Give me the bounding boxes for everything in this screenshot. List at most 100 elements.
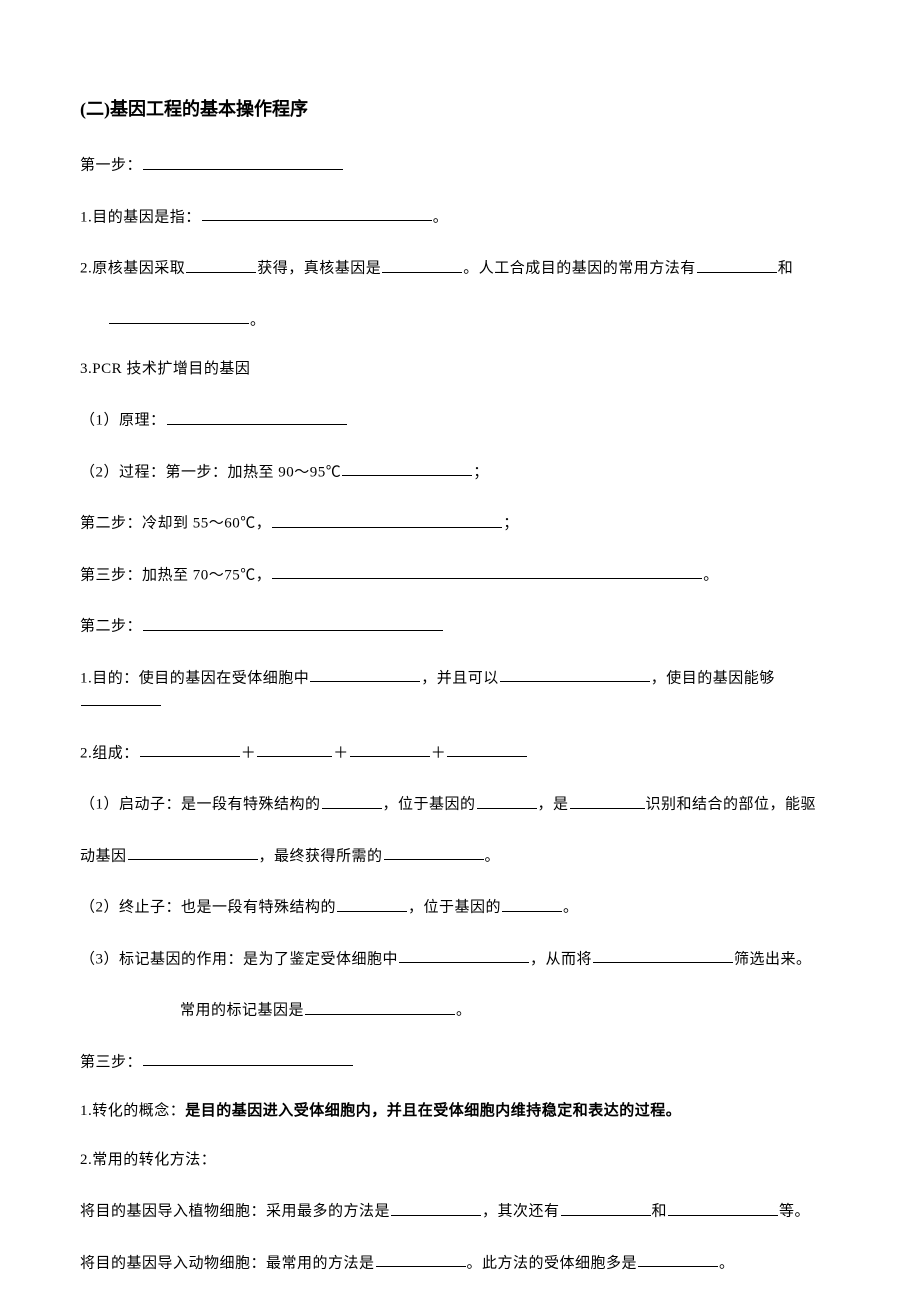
blank bbox=[399, 947, 529, 964]
blank bbox=[477, 792, 537, 809]
blank bbox=[143, 153, 343, 170]
blank bbox=[109, 308, 249, 325]
blank bbox=[593, 947, 733, 964]
text: 筛选出来。 bbox=[734, 951, 812, 967]
text: 2.组成： bbox=[80, 745, 139, 761]
text: ＋ bbox=[431, 745, 447, 761]
text: （2）过程：第一步：加热至 90～95℃ bbox=[80, 464, 341, 480]
step2-q3-3-cont: 常用的标记基因是 。 bbox=[80, 998, 840, 1022]
text: ，使目的基因能够 bbox=[651, 670, 775, 686]
text: ，最终获得所需的 bbox=[259, 848, 383, 864]
step2-intro: 第二步： bbox=[80, 614, 840, 638]
blank bbox=[570, 792, 645, 809]
blank bbox=[322, 792, 382, 809]
text: 将目的基因导入植物细胞：采用最多的方法是 bbox=[80, 1204, 390, 1220]
step1-q3-title: 3.PCR 技术扩增目的基因 bbox=[80, 359, 840, 380]
text: ，位于基因的 bbox=[383, 797, 476, 813]
step1-q3-1: （1）原理： bbox=[80, 408, 840, 432]
text: ； bbox=[473, 464, 489, 480]
text: 。 bbox=[719, 1255, 735, 1271]
step3-q1: 1.转化的概念：是目的基因进入受体细胞内，并且在受体细胞内维持稳定和表达的过程。 bbox=[80, 1101, 840, 1122]
text: 等。 bbox=[779, 1204, 810, 1220]
blank bbox=[128, 844, 258, 861]
blank bbox=[382, 256, 462, 273]
text: ＋ bbox=[333, 745, 349, 761]
blank bbox=[391, 1199, 481, 1216]
step2-q3-1: （1）启动子：是一段有特殊结构的 ，位于基因的 ，是 识别和结合的部位，能驱 bbox=[80, 792, 840, 816]
text: 。 bbox=[433, 209, 449, 225]
step3-q2-2: 将目的基因导入动物细胞：最常用的方法是 。此方法的受体细胞多是 。 bbox=[80, 1251, 840, 1275]
step2-q1: 1.目的：使目的基因在受体细胞中 ，并且可以 ，使目的基因能够 bbox=[80, 666, 840, 713]
step3-intro: 第三步： bbox=[80, 1050, 840, 1074]
text: ，是 bbox=[538, 797, 569, 813]
blank bbox=[257, 741, 332, 758]
step2-q2: 2.组成： ＋ ＋ ＋ bbox=[80, 741, 840, 765]
text: 识别和结合的部位，能驱 bbox=[646, 797, 817, 813]
text: 2.原核基因采取 bbox=[80, 261, 185, 277]
blank bbox=[143, 1050, 353, 1067]
step1-q3-2: （2）过程：第一步：加热至 90～95℃ ； bbox=[80, 460, 840, 484]
text: 1.目的：使目的基因在受体细胞中 bbox=[80, 670, 309, 686]
text: ，位于基因的 bbox=[408, 900, 501, 916]
text: （1）启动子：是一段有特殊结构的 bbox=[80, 797, 321, 813]
text: 。 bbox=[456, 1003, 472, 1019]
step1-q1: 1.目的基因是指： 。 bbox=[80, 205, 840, 229]
text: 1.目的基因是指： bbox=[80, 209, 201, 225]
step2-q3-2: （2）终止子：也是一段有特殊结构的 ，位于基因的 。 bbox=[80, 895, 840, 919]
section-title: (二)基因工程的基本操作程序 bbox=[80, 95, 840, 121]
blank bbox=[81, 689, 161, 706]
text: 第一步： bbox=[80, 158, 142, 174]
text: 动基因 bbox=[80, 848, 127, 864]
step1-q3-step3: 第三步：加热至 70～75℃，。 bbox=[80, 563, 840, 587]
text: 。 bbox=[485, 848, 501, 864]
blank bbox=[447, 741, 527, 758]
text: 第二步：冷却到 55～60℃， bbox=[80, 516, 271, 532]
step3-q2-title: 2.常用的转化方法： bbox=[80, 1150, 840, 1171]
text: 。 bbox=[250, 312, 266, 328]
text: 第三步：加热至 70～75℃， bbox=[80, 567, 271, 583]
text: （3）标记基因的作用：是为了鉴定受体细胞中 bbox=[80, 951, 398, 967]
blank bbox=[561, 1199, 651, 1216]
text: 。此方法的受体细胞多是 bbox=[467, 1255, 638, 1271]
text: ，从而将 bbox=[530, 951, 592, 967]
blank bbox=[500, 666, 650, 683]
text: 第二步： bbox=[80, 619, 142, 635]
text: （1）原理： bbox=[80, 413, 166, 429]
text: 和 bbox=[652, 1204, 668, 1220]
step1-q3-step2: 第二步：冷却到 55～60℃， ； bbox=[80, 511, 840, 535]
blank bbox=[143, 614, 443, 631]
blank bbox=[384, 844, 484, 861]
text: 。 bbox=[563, 900, 579, 916]
blank bbox=[638, 1251, 718, 1268]
blank bbox=[337, 895, 407, 912]
blank bbox=[272, 511, 502, 528]
blank bbox=[697, 256, 777, 273]
blank bbox=[342, 460, 472, 477]
blank bbox=[305, 998, 455, 1015]
text: （2）终止子：也是一段有特殊结构的 bbox=[80, 900, 336, 916]
step1-q2: 2.原核基因采取 获得，真核基因是 。人工合成目的基因的常用方法有 和 bbox=[80, 256, 840, 280]
text: ＋ bbox=[241, 745, 257, 761]
step2-q3-1-cont: 动基因 ，最终获得所需的 。 bbox=[80, 844, 840, 868]
text: 第三步： bbox=[80, 1054, 142, 1070]
blank bbox=[668, 1199, 778, 1216]
step2-q3-3: （3）标记基因的作用：是为了鉴定受体细胞中 ，从而将 筛选出来。 bbox=[80, 947, 840, 971]
step1-intro: 第一步： bbox=[80, 153, 840, 177]
text: 1.转化的概念： bbox=[80, 1103, 185, 1119]
text: 常用的标记基因是 bbox=[180, 1003, 304, 1019]
text: 将目的基因导入动物细胞：最常用的方法是 bbox=[80, 1255, 375, 1271]
text: 。人工合成目的基因的常用方法有 bbox=[463, 261, 696, 277]
step3-q2-1: 将目的基因导入植物细胞：采用最多的方法是 ，其次还有 和 等。 bbox=[80, 1199, 840, 1223]
text: ，并且可以 bbox=[421, 670, 499, 686]
blank bbox=[272, 563, 702, 580]
step1-q2-cont: 。 bbox=[80, 308, 840, 332]
blank bbox=[186, 256, 256, 273]
blank bbox=[167, 408, 347, 425]
text: ； bbox=[503, 516, 519, 532]
text: 获得，真核基因是 bbox=[257, 261, 381, 277]
blank bbox=[350, 741, 430, 758]
text: ，其次还有 bbox=[482, 1204, 560, 1220]
blank bbox=[310, 666, 420, 683]
blank bbox=[202, 205, 432, 222]
text: 和 bbox=[778, 261, 794, 277]
